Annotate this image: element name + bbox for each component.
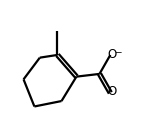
Text: O: O — [107, 85, 116, 98]
Text: −: − — [114, 47, 121, 56]
Text: O: O — [107, 48, 116, 61]
